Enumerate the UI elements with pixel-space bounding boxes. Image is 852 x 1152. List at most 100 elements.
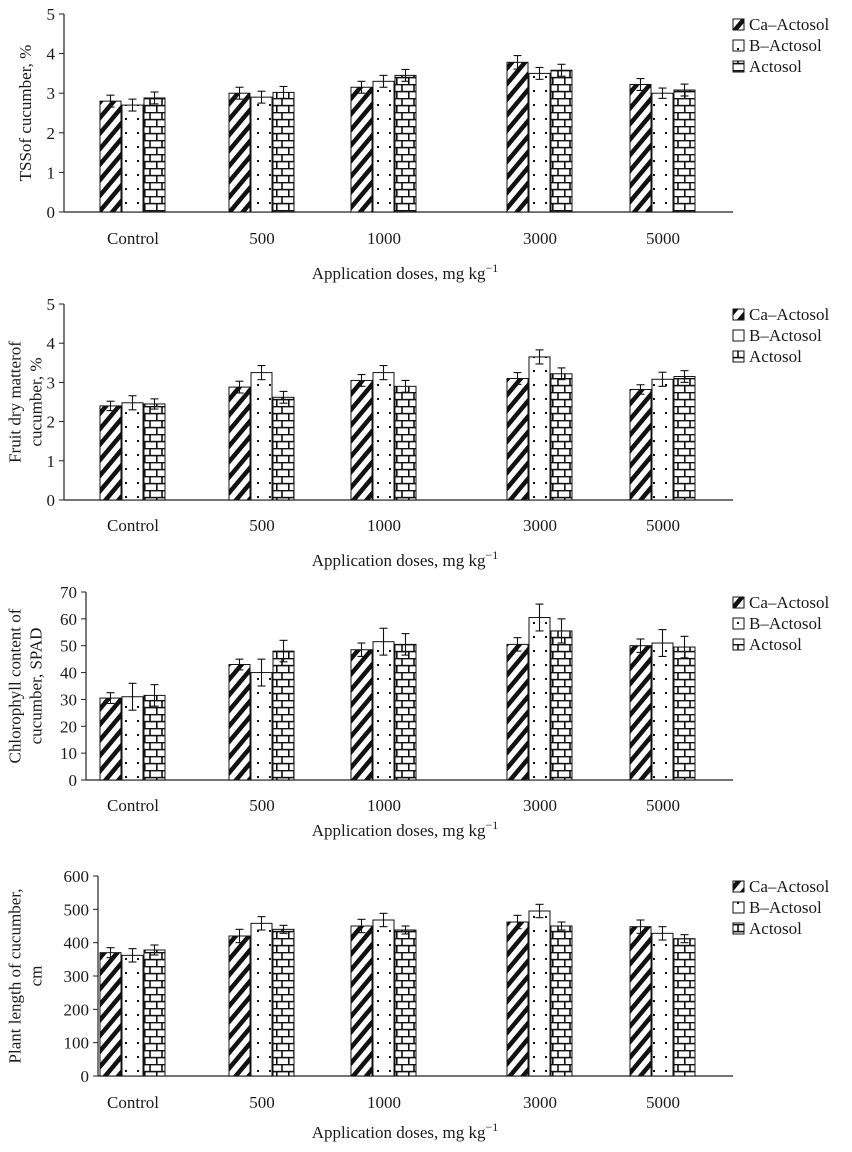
- bar-caactosol-5000: [629, 645, 652, 781]
- y-axis-title-line: cucumber, SPAD: [27, 628, 46, 745]
- bar-bactosol-3000: [528, 910, 551, 1077]
- bar-bactosol-3000: [528, 72, 551, 213]
- bar-actosol-1000: [394, 643, 417, 781]
- bar-bactosol-500: [250, 672, 273, 781]
- legend-swatch: [732, 922, 745, 935]
- bar-caactosol-1000: [350, 649, 373, 781]
- legend-swatch: [732, 901, 745, 914]
- y-tick-label: 50: [60, 637, 77, 656]
- bar-bactosol-5000: [651, 932, 674, 1077]
- y-tick-label: 20: [60, 717, 77, 736]
- x-axis-title-text: Application doses, mg kg: [312, 821, 486, 840]
- legend-label: Actosol: [749, 919, 802, 938]
- x-category-label: 500: [249, 516, 275, 535]
- bar-caactosol-Control: [99, 405, 122, 501]
- bar-actosol-5000: [673, 938, 696, 1077]
- y-tick-label: 600: [64, 867, 90, 886]
- x-category-label: 1000: [367, 1093, 401, 1112]
- y-axis-title-line: Fruit dry matterof: [6, 341, 25, 463]
- x-axis-title-text: Application doses, mg kg: [312, 1123, 486, 1142]
- legend-label: B–Actosol: [749, 326, 822, 345]
- y-tick-label: 400: [64, 934, 90, 953]
- x-axis-title-text: Application doses, mg kg: [312, 551, 486, 570]
- bar-caactosol-Control: [99, 697, 122, 781]
- y-tick-label: 0: [47, 203, 56, 222]
- bar-actosol-3000: [550, 630, 573, 781]
- bar-bactosol-5000: [651, 642, 674, 781]
- bar-bactosol-500: [250, 922, 273, 1077]
- bar-actosol-3000: [550, 373, 573, 501]
- bar-caactosol-500: [228, 664, 251, 781]
- y-axis-title-line: Plant length of cucumber,: [6, 889, 25, 1064]
- y-axis-title-line: cm: [27, 966, 46, 987]
- x-category-label: Control: [107, 516, 159, 535]
- y-tick-label: 5: [47, 5, 56, 24]
- bar-actosol-Control: [143, 403, 166, 501]
- y-axis-title-line: cucumber, %: [27, 357, 46, 446]
- x-category-label: Control: [107, 796, 159, 815]
- legend-label: B–Actosol: [749, 36, 822, 55]
- legend-swatch: [732, 638, 745, 651]
- y-tick-label: 0: [69, 771, 78, 790]
- legend-label: B–Actosol: [749, 614, 822, 633]
- y-tick-label: 70: [60, 583, 77, 602]
- bar-bactosol-5000: [651, 378, 674, 501]
- bar-actosol-500: [272, 928, 295, 1077]
- bar-caactosol-500: [228, 935, 251, 1077]
- bar-caactosol-5000: [629, 926, 652, 1077]
- x-axis-title-exponent: −1: [485, 818, 498, 832]
- bar-caactosol-500: [228, 92, 251, 213]
- legend-swatch: [732, 39, 745, 52]
- x-category-label: 3000: [523, 229, 557, 248]
- bar-bactosol-Control: [121, 402, 144, 501]
- bar-caactosol-500: [228, 386, 251, 501]
- x-axis-title: Application doses, mg kg−1: [312, 261, 499, 283]
- bar-caactosol-3000: [506, 921, 529, 1077]
- legend-swatch: [732, 329, 745, 342]
- bar-actosol-500: [272, 91, 295, 213]
- bar-bactosol-Control: [121, 104, 144, 213]
- legend-swatch: [732, 880, 745, 893]
- y-tick-label: 500: [64, 900, 90, 919]
- bar-bactosol-1000: [372, 80, 395, 213]
- y-axis-title: Chlorophyll content of cucumber, SPAD: [6, 608, 46, 763]
- y-tick-label: 1: [47, 163, 56, 182]
- y-axis-title-line: Chlorophyll content of: [6, 608, 25, 763]
- bar-actosol-3000: [550, 925, 573, 1077]
- x-category-label: 1000: [367, 229, 401, 248]
- legend-swatch: [732, 308, 745, 321]
- x-category-label: 500: [249, 796, 275, 815]
- bar-actosol-500: [272, 396, 295, 501]
- y-tick-label: 3: [47, 84, 56, 103]
- bar-caactosol-Control: [99, 952, 122, 1077]
- x-category-label: 3000: [523, 796, 557, 815]
- y-tick-label: 60: [60, 610, 77, 629]
- y-tick-label: 2: [47, 413, 56, 432]
- legend-swatch: [732, 18, 745, 31]
- x-category-label: 5000: [646, 516, 680, 535]
- x-category-label: 5000: [646, 1093, 680, 1112]
- x-axis-title-text: Application doses, mg kg: [312, 264, 486, 283]
- bar-bactosol-3000: [528, 617, 551, 781]
- legend-label: Actosol: [749, 635, 802, 654]
- bar-actosol-5000: [673, 646, 696, 781]
- y-tick-label: 40: [60, 664, 77, 683]
- y-tick-label: 2: [47, 124, 56, 143]
- bar-bactosol-3000: [528, 356, 551, 501]
- bar-bactosol-1000: [372, 372, 395, 501]
- bar-actosol-Control: [143, 694, 166, 781]
- legend-label: Ca–Actosol: [749, 593, 830, 612]
- bar-actosol-Control: [143, 949, 166, 1077]
- bar-caactosol-3000: [506, 377, 529, 501]
- x-axis-title: Application doses, mg kg−1: [312, 818, 499, 840]
- x-category-label: 5000: [646, 796, 680, 815]
- bar-caactosol-Control: [99, 100, 122, 213]
- bar-actosol-1000: [394, 929, 417, 1077]
- bar-actosol-1000: [394, 385, 417, 501]
- y-tick-label: 4: [47, 334, 56, 353]
- x-axis-title-exponent: −1: [485, 548, 498, 562]
- bar-actosol-1000: [394, 74, 417, 213]
- x-axis-title: Application doses, mg kg−1: [312, 1120, 499, 1142]
- x-category-label: 5000: [646, 229, 680, 248]
